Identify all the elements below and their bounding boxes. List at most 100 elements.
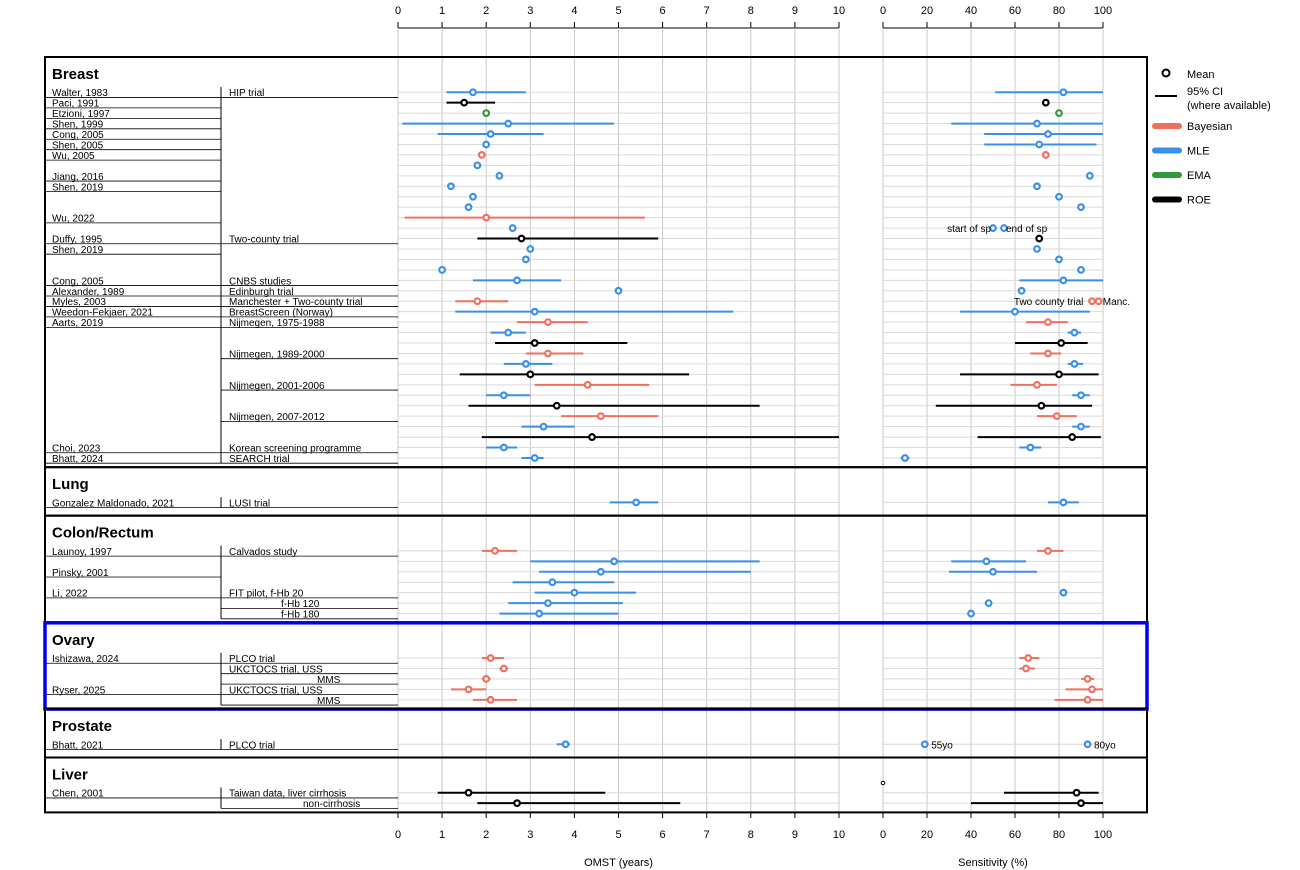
tick-label-bottom: 80 xyxy=(1053,829,1065,841)
study-label: Wu, 2005 xyxy=(52,151,95,162)
mean-point xyxy=(1070,360,1079,368)
mean-point xyxy=(1026,443,1035,452)
tick-label-bottom: 5 xyxy=(615,829,621,841)
mean-point xyxy=(1055,109,1063,118)
point-annotation: Two county trial xyxy=(1014,297,1083,308)
tick-label-bottom: 0 xyxy=(395,829,401,841)
mean-point xyxy=(1057,339,1066,347)
legend-label: (where available) xyxy=(1187,100,1271,112)
legend-label: MLE xyxy=(1187,146,1210,158)
mean-point xyxy=(632,498,641,507)
trial-label: CNBS studies xyxy=(229,276,291,287)
trial-label: BreastScreen (Norway) xyxy=(229,308,333,319)
mean-point xyxy=(596,412,605,421)
study-label: Shen, 2019 xyxy=(52,182,104,193)
mean-point xyxy=(1055,370,1063,379)
trial-label: Calvados study xyxy=(229,547,297,558)
tick-label-top: 100 xyxy=(1094,5,1112,17)
tick-label-bottom: 8 xyxy=(748,829,754,841)
mean-point xyxy=(1000,224,1008,232)
mean-point xyxy=(482,675,491,683)
study-label: Bhatt, 2024 xyxy=(52,454,104,465)
tick-label-bottom: 60 xyxy=(1009,829,1021,841)
trial-label: Manchester + Two-county trial xyxy=(229,297,363,308)
trial-label: MMS xyxy=(317,675,341,686)
mean-point xyxy=(1033,182,1041,191)
study-label: Etzioni, 1997 xyxy=(52,109,110,120)
mean-point xyxy=(1024,654,1033,662)
trial-label: f-Hb 180 xyxy=(281,610,320,621)
legend-label: Mean xyxy=(1187,69,1215,81)
tick-label-top: 20 xyxy=(921,5,933,17)
mean-point xyxy=(1088,297,1096,306)
mean-point xyxy=(508,224,517,232)
tick-label-top: 9 xyxy=(792,5,798,17)
trial-label: Taiwan data, liver cirrhosis xyxy=(229,789,346,800)
mean-point xyxy=(920,740,929,749)
point-annotation: start of sp xyxy=(947,224,991,235)
section-title: Ovary xyxy=(52,632,95,649)
mean-point xyxy=(464,203,473,212)
mean-point xyxy=(1088,685,1096,694)
mean-point xyxy=(504,119,513,128)
tick-label-top: 60 xyxy=(1009,5,1021,17)
section-title: Breast xyxy=(52,66,99,83)
mean-point xyxy=(499,391,508,400)
trial-label: SEARCH trial xyxy=(229,454,290,465)
mean-point xyxy=(1044,130,1052,138)
mean-point xyxy=(1041,151,1050,159)
tick-label-bottom: 7 xyxy=(704,829,710,841)
tick-label-bottom: 6 xyxy=(660,829,666,841)
study-label: Pinsky, 2001 xyxy=(52,568,109,579)
mean-point xyxy=(1077,265,1085,274)
study-label: Shen, 2019 xyxy=(52,245,104,256)
tick-label-bottom: 9 xyxy=(792,829,798,841)
study-label: Alexander, 1989 xyxy=(52,287,125,298)
mean-point xyxy=(1035,140,1044,149)
mean-point xyxy=(438,265,447,274)
tick-label-bottom: 20 xyxy=(921,829,933,841)
legend-label: ROE xyxy=(1187,195,1211,207)
mean-point xyxy=(504,328,513,337)
section-box xyxy=(44,466,1148,517)
mean-point xyxy=(1083,675,1092,683)
mean-point xyxy=(535,609,544,618)
mean-point xyxy=(526,245,535,253)
study-label: Cong, 2005 xyxy=(52,130,104,141)
mean-point xyxy=(1055,192,1063,201)
tick-label-top: 80 xyxy=(1053,5,1065,17)
axis-label: Sensitivity (%) xyxy=(958,857,1028,869)
trial-label: LUSI trial xyxy=(229,498,270,509)
tick-label-top: 4 xyxy=(571,5,577,17)
trial-label: non-cirrhosis xyxy=(303,799,360,810)
study-label: Li, 2022 xyxy=(52,589,88,600)
study-label: Gonzalez Maldonado, 2021 xyxy=(52,498,175,509)
mean-point xyxy=(982,557,991,566)
highlight-box xyxy=(43,621,1149,711)
mean-point xyxy=(1033,119,1041,128)
mean-point xyxy=(1059,276,1068,285)
mean-point xyxy=(1070,328,1079,337)
trial-label: Edinburgh trial xyxy=(229,287,293,298)
mean-point xyxy=(1052,412,1061,421)
mean-point xyxy=(967,609,975,618)
mean-point xyxy=(521,255,530,264)
trial-label: MMS xyxy=(317,696,341,707)
study-label: Launoy, 1997 xyxy=(52,547,112,558)
study-label: Chen, 2001 xyxy=(52,789,104,800)
trial-label: PLCO trial xyxy=(229,654,275,665)
mean-point xyxy=(473,161,482,170)
study-label: Walter, 1983 xyxy=(52,88,108,99)
tick-label-top: 8 xyxy=(748,5,754,17)
mean-point xyxy=(1072,788,1081,797)
trial-label: Nijmegen, 1989-2000 xyxy=(229,349,325,360)
legend-label: Bayesian xyxy=(1187,121,1232,133)
tick-label-bottom: 40 xyxy=(965,829,977,841)
tick-label-top: 5 xyxy=(615,5,621,17)
mean-point xyxy=(486,130,495,138)
mean-point xyxy=(610,557,618,566)
mean-point xyxy=(499,443,508,452)
tick-label-bottom: 100 xyxy=(1094,829,1112,841)
section-box xyxy=(44,708,1148,759)
